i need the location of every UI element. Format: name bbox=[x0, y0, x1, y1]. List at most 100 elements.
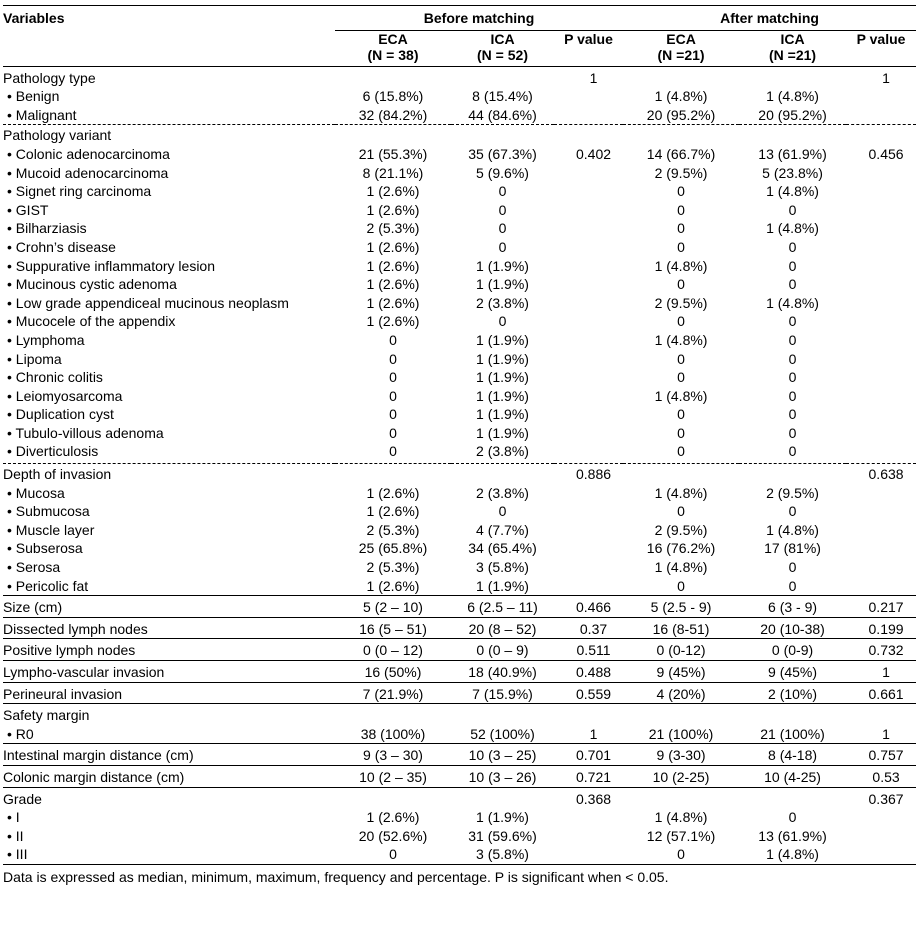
value-cell: 16 (8-51) bbox=[623, 616, 740, 639]
value-cell: 8 (15.4%) bbox=[472, 88, 533, 105]
table-row: Pathology variant bbox=[3, 124, 917, 145]
p-value-cell: 0.402 bbox=[575, 145, 612, 162]
row-label: Size (cm) bbox=[3, 595, 335, 618]
value-cell: 0 bbox=[788, 387, 797, 404]
value-cell: 6 (15.8%) bbox=[362, 88, 424, 105]
value-cell: 5 (23.8%) bbox=[762, 164, 823, 181]
value-cell: 0 bbox=[389, 350, 397, 367]
value-cell: 0 bbox=[788, 809, 797, 826]
value-cell bbox=[739, 65, 847, 88]
table-row: • III 0 3 (5.8%) 0 1 (4.8%) bbox=[3, 845, 916, 864]
row-sublabel: • Bilharziasis bbox=[7, 220, 87, 237]
value-cell: 20 (52.6%) bbox=[358, 827, 428, 844]
p-value-cell bbox=[554, 87, 623, 106]
value-cell: 16 (5 – 51) bbox=[335, 616, 451, 639]
value-cell: 0 bbox=[788, 201, 797, 218]
p-value-cell bbox=[846, 703, 917, 725]
value-cell: 0 bbox=[389, 424, 397, 441]
p-value-cell: 0.661 bbox=[846, 681, 917, 704]
p-value-cell bbox=[846, 502, 916, 521]
table-row: • Serosa 2 (5.3%) 3 (5.8%) 1 (4.8%) 0 bbox=[3, 558, 916, 577]
value-cell: 0 bbox=[498, 503, 507, 520]
value-cell: 8 (4-18) bbox=[739, 743, 847, 766]
table-row: Perineural invasion 7 (21.9%) 7 (15.9%) 0.5… bbox=[3, 681, 917, 704]
p-value-cell bbox=[554, 539, 623, 558]
p-value-cell bbox=[554, 577, 623, 596]
header-row-groups: Variables Before matching After matching bbox=[3, 5, 917, 67]
value-cell: 6 (2.5 – 11) bbox=[451, 595, 554, 618]
table-row: Size (cm) 5 (2 – 10) 6 (2.5 – 11) 0.466 5 (2… bbox=[3, 595, 917, 618]
row-sublabel: • Benign bbox=[7, 88, 60, 105]
value-cell: 1 (2.6%) bbox=[366, 484, 420, 501]
value-cell: 0 bbox=[788, 559, 797, 576]
value-cell: 1 (1.9%) bbox=[476, 257, 529, 274]
value-cell: 32 (84.2%) bbox=[358, 106, 428, 123]
value-cell: 34 (65.4%) bbox=[468, 540, 537, 557]
value-cell: 8 (21.1%) bbox=[362, 164, 424, 181]
value-cell: 1 (1.9%) bbox=[476, 369, 529, 386]
p-value-cell bbox=[846, 577, 916, 596]
p-value-cell: 0.886 bbox=[554, 463, 624, 484]
table-row: • Diverticulosis 0 2 (3.8%) 0 0 bbox=[3, 442, 916, 463]
value-cell: 20 (8 – 52) bbox=[451, 616, 554, 639]
p-value-cell bbox=[554, 350, 623, 369]
p-value-cell bbox=[846, 442, 916, 463]
p-value-cell bbox=[846, 558, 916, 577]
p-value-cell bbox=[554, 703, 624, 725]
value-cell: 9 (45%) bbox=[623, 660, 740, 683]
p-value-cell: 1 bbox=[846, 660, 917, 683]
value-cell: 2 (5.3%) bbox=[366, 220, 420, 237]
table-row: • Mucinous cystic adenoma 1 (2.6%) 1 (1.9%… bbox=[3, 275, 916, 294]
value-cell: 52 (100%) bbox=[470, 725, 535, 742]
table-row: • Malignant 32 (84.2%) 44 (84.6%) 20 (95.2%… bbox=[3, 106, 916, 125]
p-value-cell: 0.511 bbox=[554, 638, 624, 661]
table-row: • Subserosa 25 (65.8%) 34 (65.4%) 16 (76.2%… bbox=[3, 539, 916, 558]
value-cell: 0 bbox=[498, 201, 507, 218]
p-value-cell bbox=[846, 87, 916, 106]
row-sublabel: • Tubulo-villous adenoma bbox=[7, 424, 164, 441]
value-cell: 1 (2.6%) bbox=[366, 313, 420, 330]
row-sublabel: • Low grade appendiceal mucinous neoplas… bbox=[7, 294, 289, 311]
value-cell: 7 (15.9%) bbox=[451, 681, 554, 704]
p-value-cell bbox=[846, 238, 916, 257]
value-cell: 20 (95.2%) bbox=[646, 106, 716, 123]
value-cell: 2 (5.3%) bbox=[366, 521, 420, 538]
p-value-cell bbox=[554, 257, 623, 276]
value-cell: 1 (4.8%) bbox=[766, 183, 819, 200]
value-cell: 44 (84.6%) bbox=[468, 106, 537, 123]
row-label: Lympho-vascular invasion bbox=[3, 660, 335, 683]
value-cell: 3 (5.8%) bbox=[476, 846, 529, 863]
value-cell: 0 bbox=[788, 369, 797, 386]
value-cell bbox=[451, 65, 554, 88]
row-label: Pathology type bbox=[3, 65, 335, 88]
value-cell: 0 bbox=[677, 503, 685, 520]
column-header: ECA (N = 38) bbox=[335, 30, 451, 67]
table-row: Grade 0.368 0.367 bbox=[3, 786, 917, 809]
value-cell: 1 (2.6%) bbox=[366, 201, 420, 218]
p-value-cell bbox=[846, 124, 917, 145]
row-sublabel: • Diverticulosis bbox=[7, 443, 99, 460]
row-sublabel: • II bbox=[7, 827, 24, 844]
p-value-cell bbox=[846, 201, 916, 220]
value-cell: 1 (2.6%) bbox=[366, 238, 420, 255]
value-cell: 2 (3.8%) bbox=[476, 484, 529, 501]
p-value-cell: 0.199 bbox=[846, 616, 917, 639]
table-row: • Benign 6 (15.8%) 8 (15.4%) 1 (4.8%) 1 (4.8… bbox=[3, 87, 916, 106]
table-row: • GIST 1 (2.6%) 0 0 0 bbox=[3, 201, 916, 220]
p-value-cell bbox=[846, 275, 916, 294]
value-cell: 1 (2.6%) bbox=[366, 183, 420, 200]
row-sublabel: • I bbox=[7, 809, 20, 826]
p-value-cell bbox=[554, 845, 623, 864]
p-value-cell bbox=[554, 238, 623, 257]
value-cell: 1 (4.8%) bbox=[654, 387, 708, 404]
row-label: Depth of invasion bbox=[3, 463, 335, 484]
value-cell: 0 bbox=[677, 201, 685, 218]
table-row: • Lymphoma 0 1 (1.9%) 1 (4.8%) 0 bbox=[3, 331, 916, 350]
value-cell: 9 (3 – 30) bbox=[335, 743, 451, 766]
p-value-cell: 0.638 bbox=[846, 463, 917, 484]
row-sublabel: • Mucocele of the appendix bbox=[7, 313, 176, 330]
table-row: • R0 38 (100%) 52 (100%) 1 21 (100%) 21 (100%… bbox=[3, 725, 916, 744]
value-cell: 0 bbox=[677, 276, 685, 293]
value-cell: 0 bbox=[788, 350, 797, 367]
p-value-cell: 0.367 bbox=[846, 786, 917, 809]
